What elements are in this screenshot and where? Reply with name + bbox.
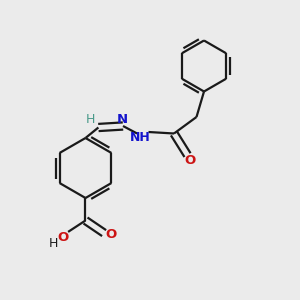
Text: H: H [85, 112, 95, 126]
Text: N: N [116, 113, 128, 126]
Text: O: O [184, 154, 196, 167]
Text: H: H [48, 237, 58, 250]
Text: O: O [105, 228, 116, 241]
Text: NH: NH [130, 131, 151, 144]
Text: O: O [57, 231, 68, 244]
